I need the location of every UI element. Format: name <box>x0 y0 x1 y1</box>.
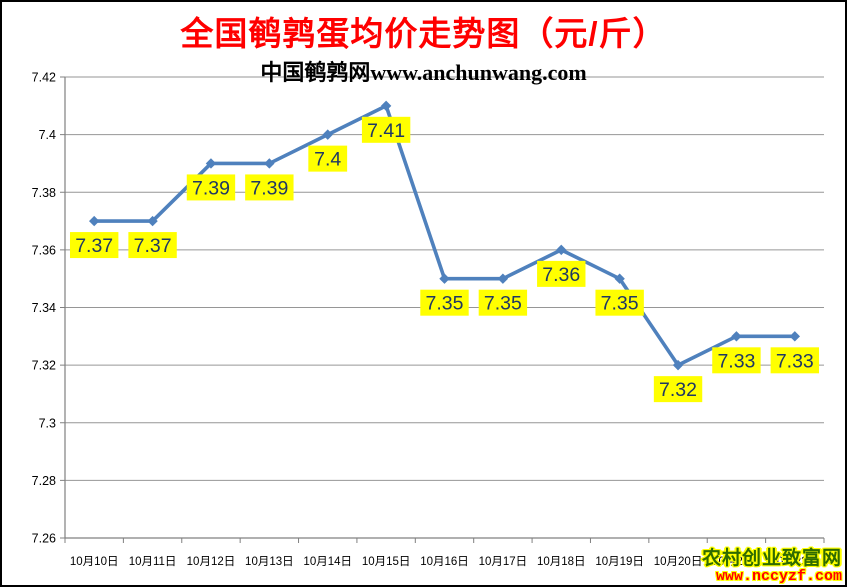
data-label-bg <box>478 289 528 316</box>
x-tick-label: 10月18日 <box>537 556 586 568</box>
data-label-bg <box>420 289 469 316</box>
data-point-marker <box>731 331 742 342</box>
watermark: 农村创业致富网 www.nccyzf.com <box>702 549 842 584</box>
data-label-bg <box>770 347 820 374</box>
data-label-bg <box>595 289 644 316</box>
x-tick-label: 10月12日 <box>187 556 236 568</box>
data-label-bg <box>361 116 411 143</box>
x-tick-label: 10月10日 <box>70 556 119 568</box>
data-label-bg <box>128 232 177 259</box>
y-tick-label: 7.4 <box>39 128 56 142</box>
data-label-bg <box>537 260 586 287</box>
data-point-marker <box>88 215 100 227</box>
data-point-marker <box>556 244 567 256</box>
y-tick-label: 7.26 <box>32 532 56 546</box>
data-point-marker <box>380 100 392 112</box>
x-tick-label: 10月13日 <box>245 556 294 568</box>
y-tick-label: 7.32 <box>32 359 56 373</box>
data-point-marker <box>147 215 158 227</box>
x-tick-label: 10月16日 <box>420 556 469 568</box>
x-tick-label: 10月20日 <box>654 556 703 568</box>
data-label-bg <box>653 376 703 403</box>
y-tick-label: 7.3 <box>39 416 56 430</box>
data-label: 7.33 <box>776 350 814 372</box>
x-tick-label: 10月22日 <box>771 556 820 568</box>
data-point-marker <box>497 273 509 284</box>
data-label-bg <box>712 347 761 374</box>
data-point-marker <box>264 158 275 169</box>
x-tick-label: 10月17日 <box>479 556 528 568</box>
data-label: 7.39 <box>192 177 230 199</box>
data-point-marker <box>789 331 801 342</box>
watermark-site-url: www.nccyzf.com <box>715 567 842 585</box>
data-point-marker <box>672 359 684 371</box>
chart-title: 全国鹌鹑蛋均价走势图（元/斤） <box>180 15 667 52</box>
y-tick-label: 7.28 <box>32 474 56 488</box>
y-tick-label: 7.36 <box>32 243 56 257</box>
y-tick-label: 7.34 <box>32 301 56 315</box>
data-label-bg <box>308 145 348 172</box>
data-label: 7.35 <box>484 293 522 315</box>
data-label: 7.36 <box>542 264 580 286</box>
x-tick-label: 10月15日 <box>362 556 411 568</box>
data-label: 7.39 <box>250 177 288 199</box>
data-point-marker <box>205 158 217 169</box>
data-label: 7.35 <box>426 293 464 315</box>
data-label: 7.37 <box>134 235 172 257</box>
data-label: 7.4 <box>314 149 341 171</box>
data-point-marker <box>322 129 333 140</box>
data-label: 7.33 <box>717 350 755 372</box>
data-label-bg <box>186 174 236 201</box>
chart-subtitle: 中国鹌鹑网www.anchunwang.com <box>260 60 587 85</box>
data-label-bg <box>245 174 294 201</box>
data-label-bg <box>69 232 119 259</box>
y-tick-label: 7.42 <box>32 71 56 85</box>
data-label: 7.35 <box>601 293 639 315</box>
x-tick-label: 10月19日 <box>595 556 644 568</box>
data-label: 7.37 <box>75 235 113 257</box>
price-series-line <box>92 104 797 367</box>
watermark-site-name: 农村创业致富网 <box>701 548 842 570</box>
x-tick-label: 10月21日 <box>712 556 761 568</box>
data-label: 7.41 <box>367 120 405 142</box>
x-tick-label: 10月14日 <box>303 556 352 568</box>
data-point-marker <box>439 273 450 284</box>
x-tick-label: 10月11日 <box>129 556 177 568</box>
data-point-marker <box>614 273 625 284</box>
y-tick-label: 7.38 <box>32 186 56 200</box>
data-label: 7.32 <box>659 379 697 401</box>
